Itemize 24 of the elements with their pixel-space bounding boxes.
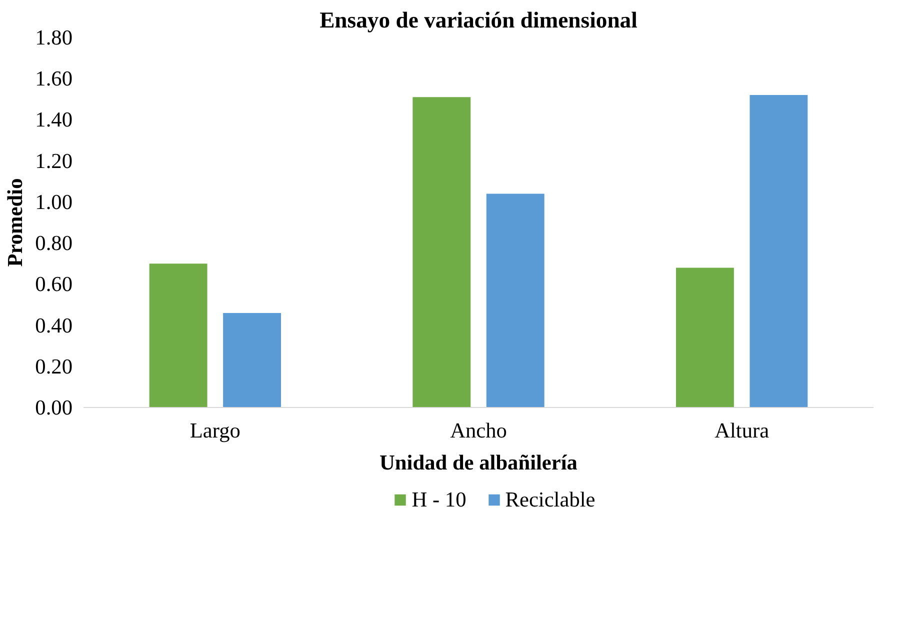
y-axis-title: Promedio (3, 178, 28, 267)
y-tick-label: 0.00 (35, 396, 73, 420)
legend-label: H - 10 (412, 487, 466, 512)
y-tick-label: 1.60 (35, 66, 73, 91)
bar (486, 194, 544, 408)
y-tick-label: 0.40 (35, 313, 73, 338)
y-tick-label: 1.80 (35, 26, 73, 50)
bar (676, 268, 734, 408)
y-tick-label: 0.80 (35, 231, 73, 256)
y-tick-label: 1.00 (35, 190, 73, 214)
y-tick-label: 1.40 (35, 108, 73, 132)
x-tick-label: Largo (190, 418, 240, 442)
y-tick-label: 0.20 (35, 354, 73, 378)
bar (412, 97, 471, 408)
bar (149, 264, 208, 408)
bar (223, 312, 281, 408)
x-tick-label: Altura (714, 418, 770, 442)
y-tick-label: 1.20 (35, 148, 73, 173)
y-tick-label: 0.60 (35, 272, 73, 296)
x-tick-label: Ancho (450, 418, 507, 442)
x-axis-title: Unidad de albañilería (380, 450, 578, 474)
chart-title: Ensayo de variación dimensional (320, 8, 638, 32)
legend-label: Reciclable (505, 487, 596, 512)
bar (750, 95, 808, 408)
